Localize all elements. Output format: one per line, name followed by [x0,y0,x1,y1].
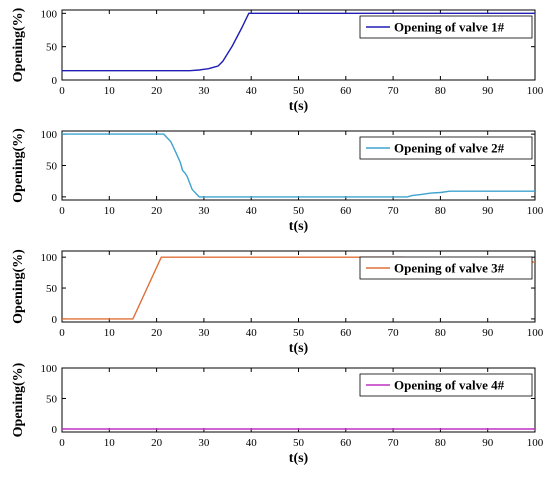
series-line-valve-1 [62,12,535,72]
legend-label: Opening of valve 4# [394,378,505,393]
x-axis-label: t(s) [289,99,309,114]
legend-label: Opening of valve 3# [394,261,505,276]
x-tick-label: 60 [340,437,352,449]
x-axis-label: t(s) [289,341,309,356]
y-tick-label: 100 [41,363,58,375]
x-tick-label: 60 [340,205,352,217]
x-tick-label: 20 [151,327,163,339]
subplot-4: 0 10 20 30 40 50 60 70 80 90 100 0 50 100 t(s) Opening(… [11,362,544,466]
x-tick-label: 10 [104,205,116,217]
subplot-1: 0 10 20 30 40 50 60 70 80 90 100 0 50 100 t(s) Opening(… [11,7,544,114]
x-tick-label: 20 [151,205,163,217]
x-tick-label: 80 [435,85,447,97]
x-tick-label: 80 [435,437,447,449]
x-tick-label: 50 [293,437,305,449]
x-tick-label: 0 [59,437,65,449]
x-tick-label: 30 [198,205,210,217]
y-tick-label: 0 [52,424,58,436]
legend-label: Opening of valve 2# [394,141,505,156]
x-tick-label: 50 [293,85,305,97]
legend-box [359,256,533,280]
legend-box [359,373,533,397]
x-tick-label: 90 [482,327,494,339]
x-tick-label: 10 [104,437,116,449]
y-tick-label: 0 [52,75,58,87]
x-tick-label: 60 [340,85,352,97]
x-axis-label: t(s) [289,451,309,466]
y-tick-label: 50 [46,161,58,173]
x-tick-label: 90 [482,437,494,449]
x-tick-label: 0 [59,327,65,339]
x-tick-label: 0 [59,205,65,217]
x-tick-label: 60 [340,327,352,339]
x-tick-label: 80 [435,205,447,217]
y-tick-label: 100 [41,252,58,264]
x-tick-label: 100 [527,437,544,449]
x-tick-label: 30 [198,327,210,339]
x-tick-label: 40 [246,205,258,217]
x-tick-label: 90 [482,85,494,97]
x-tick-label: 40 [246,85,258,97]
y-axis-label: Opening(%) [11,128,26,203]
x-tick-label: 20 [151,85,163,97]
x-tick-label: 90 [482,205,494,217]
x-tick-label: 70 [388,205,400,217]
y-tick-label: 0 [52,314,58,326]
x-tick-label: 50 [293,327,305,339]
y-tick-label: 100 [41,8,58,20]
legend-box [359,136,533,160]
x-tick-label: 70 [388,327,400,339]
y-axis-label: Opening(%) [11,7,26,82]
x-tick-label: 20 [151,437,163,449]
y-axis-label: Opening(%) [11,249,26,324]
y-axis-label: Opening(%) [11,362,26,437]
subplot-2: 0 10 20 30 40 50 60 70 80 90 100 0 50 100 t(s) Opening(… [11,128,544,234]
y-tick-label: 50 [46,393,58,405]
x-tick-label: 30 [198,437,210,449]
x-axis-label: t(s) [289,219,309,234]
x-tick-label: 30 [198,85,210,97]
x-tick-label: 70 [388,437,400,449]
subplot-3: 0 10 20 30 40 50 60 70 80 90 100 0 50 100 t(s) Opening(… [11,249,544,356]
series-line-valve-2 [62,133,535,198]
x-tick-label: 50 [293,205,305,217]
x-tick-label: 10 [104,85,116,97]
x-tick-label: 70 [388,85,400,97]
x-tick-label: 10 [104,327,116,339]
y-tick-label: 50 [46,42,58,54]
x-tick-label: 0 [59,85,65,97]
x-tick-label: 100 [527,85,544,97]
y-tick-label: 0 [52,192,58,204]
legend-box [359,15,533,39]
x-tick-label: 40 [246,327,258,339]
x-tick-label: 80 [435,327,447,339]
x-tick-label: 100 [527,205,544,217]
x-tick-label: 100 [527,327,544,339]
x-tick-label: 40 [246,437,258,449]
y-tick-label: 50 [46,283,58,295]
y-tick-label: 100 [41,129,58,141]
legend-label: Opening of valve 1# [394,20,505,35]
